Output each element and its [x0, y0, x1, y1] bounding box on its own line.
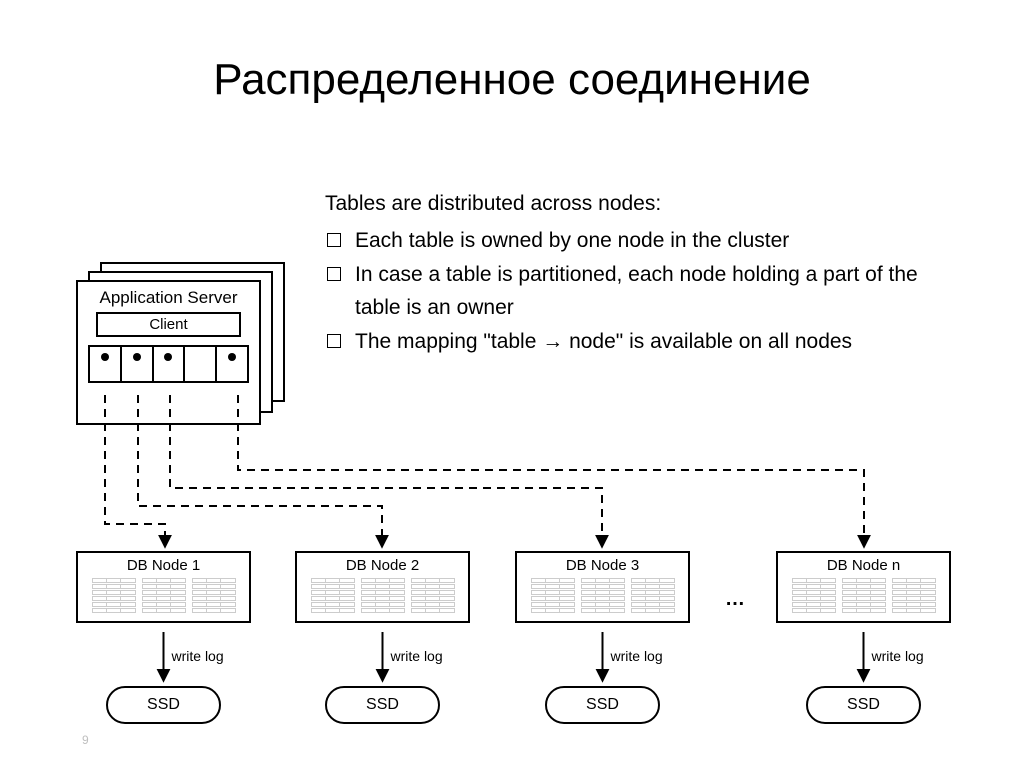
- table-icon: [842, 578, 886, 613]
- description-heading: Tables are distributed across nodes:: [325, 188, 965, 221]
- db-node-label: DB Node 3: [523, 557, 682, 574]
- bullet-list: Each table is owned by one node in the c…: [325, 225, 965, 359]
- table-icon: [92, 578, 136, 613]
- table-icon: [892, 578, 936, 613]
- bullet-item: The mapping "table → node" is available …: [325, 326, 965, 359]
- page-number: 9: [82, 733, 89, 747]
- write-log-label: write log: [172, 648, 224, 664]
- table-icon: [361, 578, 405, 613]
- db-node-label: DB Node 2: [303, 557, 462, 574]
- db-node-label: DB Node 1: [84, 557, 243, 574]
- ellipsis-icon: …: [725, 588, 745, 611]
- port-cell: [217, 347, 247, 381]
- description-block: Tables are distributed across nodes: Eac…: [325, 188, 965, 361]
- port-cell: [154, 347, 186, 381]
- db-node-label: DB Node n: [784, 557, 943, 574]
- port-row: [88, 345, 249, 383]
- ssd-node: SSD: [545, 686, 660, 724]
- write-log-label: write log: [391, 648, 443, 664]
- db-node: DB Node 1: [76, 551, 251, 623]
- table-icon: [411, 578, 455, 613]
- table-icon: [531, 578, 575, 613]
- bullet-item: In case a table is partitioned, each nod…: [325, 259, 965, 324]
- table-icon: [192, 578, 236, 613]
- client-label: Client: [96, 312, 241, 337]
- table-icon: [631, 578, 675, 613]
- db-node: DB Node n: [776, 551, 951, 623]
- table-icon: [142, 578, 186, 613]
- table-icon: [792, 578, 836, 613]
- write-log-label: write log: [872, 648, 924, 664]
- app-server-card-front: Application Server Client: [76, 280, 261, 425]
- db-node: DB Node 3: [515, 551, 690, 623]
- ssd-node: SSD: [106, 686, 221, 724]
- db-node: DB Node 2: [295, 551, 470, 623]
- bullet-item: Each table is owned by one node in the c…: [325, 225, 965, 258]
- table-icon: [581, 578, 625, 613]
- app-server-label: Application Server: [78, 282, 259, 312]
- ssd-node: SSD: [325, 686, 440, 724]
- ssd-node: SSD: [806, 686, 921, 724]
- table-icon: [311, 578, 355, 613]
- slide-title: Распределенное соединение: [0, 55, 1024, 105]
- port-cell: [185, 347, 217, 381]
- write-log-label: write log: [611, 648, 663, 664]
- port-cell: [122, 347, 154, 381]
- port-cell: [90, 347, 122, 381]
